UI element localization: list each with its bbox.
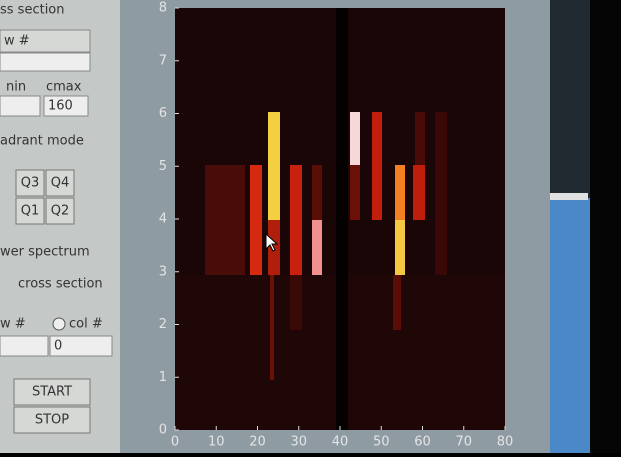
power-label: wer spectrum bbox=[0, 245, 90, 260]
index-value: 0 bbox=[54, 339, 62, 354]
row-option: w # bbox=[0, 317, 26, 332]
quadrant-label: Q1 bbox=[21, 204, 40, 219]
y-tick-label: 8 bbox=[159, 1, 167, 16]
x-tick-label: 30 bbox=[290, 435, 307, 450]
radio[interactable] bbox=[53, 318, 65, 330]
y-tick-label: 6 bbox=[159, 106, 167, 121]
cmin-label: nin bbox=[6, 80, 26, 95]
screen: 0 10 20 30 40 50 60 70 80 0 1 2 3 4 5 6 7 8 ss section w … bbox=[0, 0, 621, 453]
x-tick-label: 60 bbox=[414, 435, 431, 450]
page: 0 10 20 30 40 50 60 70 80 0 1 2 3 4 5 6 7 8 ss section w … bbox=[0, 0, 621, 453]
colorbar-fill bbox=[550, 198, 590, 453]
x-tick-label: 80 bbox=[497, 435, 514, 450]
x-tick-label: 0 bbox=[171, 435, 179, 450]
start-label: START bbox=[32, 385, 72, 400]
x-tick-label: 40 bbox=[332, 435, 349, 450]
x-tick-label: 70 bbox=[455, 435, 472, 450]
row-input[interactable] bbox=[0, 53, 90, 71]
y-tick-label: 0 bbox=[159, 423, 167, 438]
y-tick-label: 7 bbox=[159, 53, 167, 68]
screen-edge bbox=[590, 0, 621, 453]
y-tick-label: 5 bbox=[159, 159, 167, 174]
col-option: col # bbox=[69, 317, 103, 332]
y-tick-label: 2 bbox=[159, 317, 167, 332]
section-title: ss section bbox=[0, 3, 65, 18]
cmax-label: cmax bbox=[46, 80, 82, 95]
colorbar-slider[interactable] bbox=[550, 193, 588, 200]
quadrant-label: Q2 bbox=[51, 204, 70, 219]
cross-label: cross section bbox=[18, 277, 103, 292]
x-tick-label: 20 bbox=[249, 435, 266, 450]
stop-label: STOP bbox=[35, 413, 69, 428]
cmax-value: 160 bbox=[48, 99, 73, 114]
x-tick-label: 10 bbox=[208, 435, 225, 450]
y-tick-label: 1 bbox=[159, 370, 167, 385]
quadrant-label: Q3 bbox=[21, 176, 40, 191]
y-tick-label: 4 bbox=[159, 212, 167, 227]
quadrant-label: Q4 bbox=[51, 176, 70, 191]
mode-label: adrant mode bbox=[0, 134, 84, 149]
index-input[interactable] bbox=[0, 336, 48, 356]
y-tick-label: 3 bbox=[159, 264, 167, 279]
x-tick-label: 50 bbox=[373, 435, 390, 450]
cmin-input[interactable] bbox=[0, 96, 40, 116]
row-label: w # bbox=[4, 34, 30, 49]
